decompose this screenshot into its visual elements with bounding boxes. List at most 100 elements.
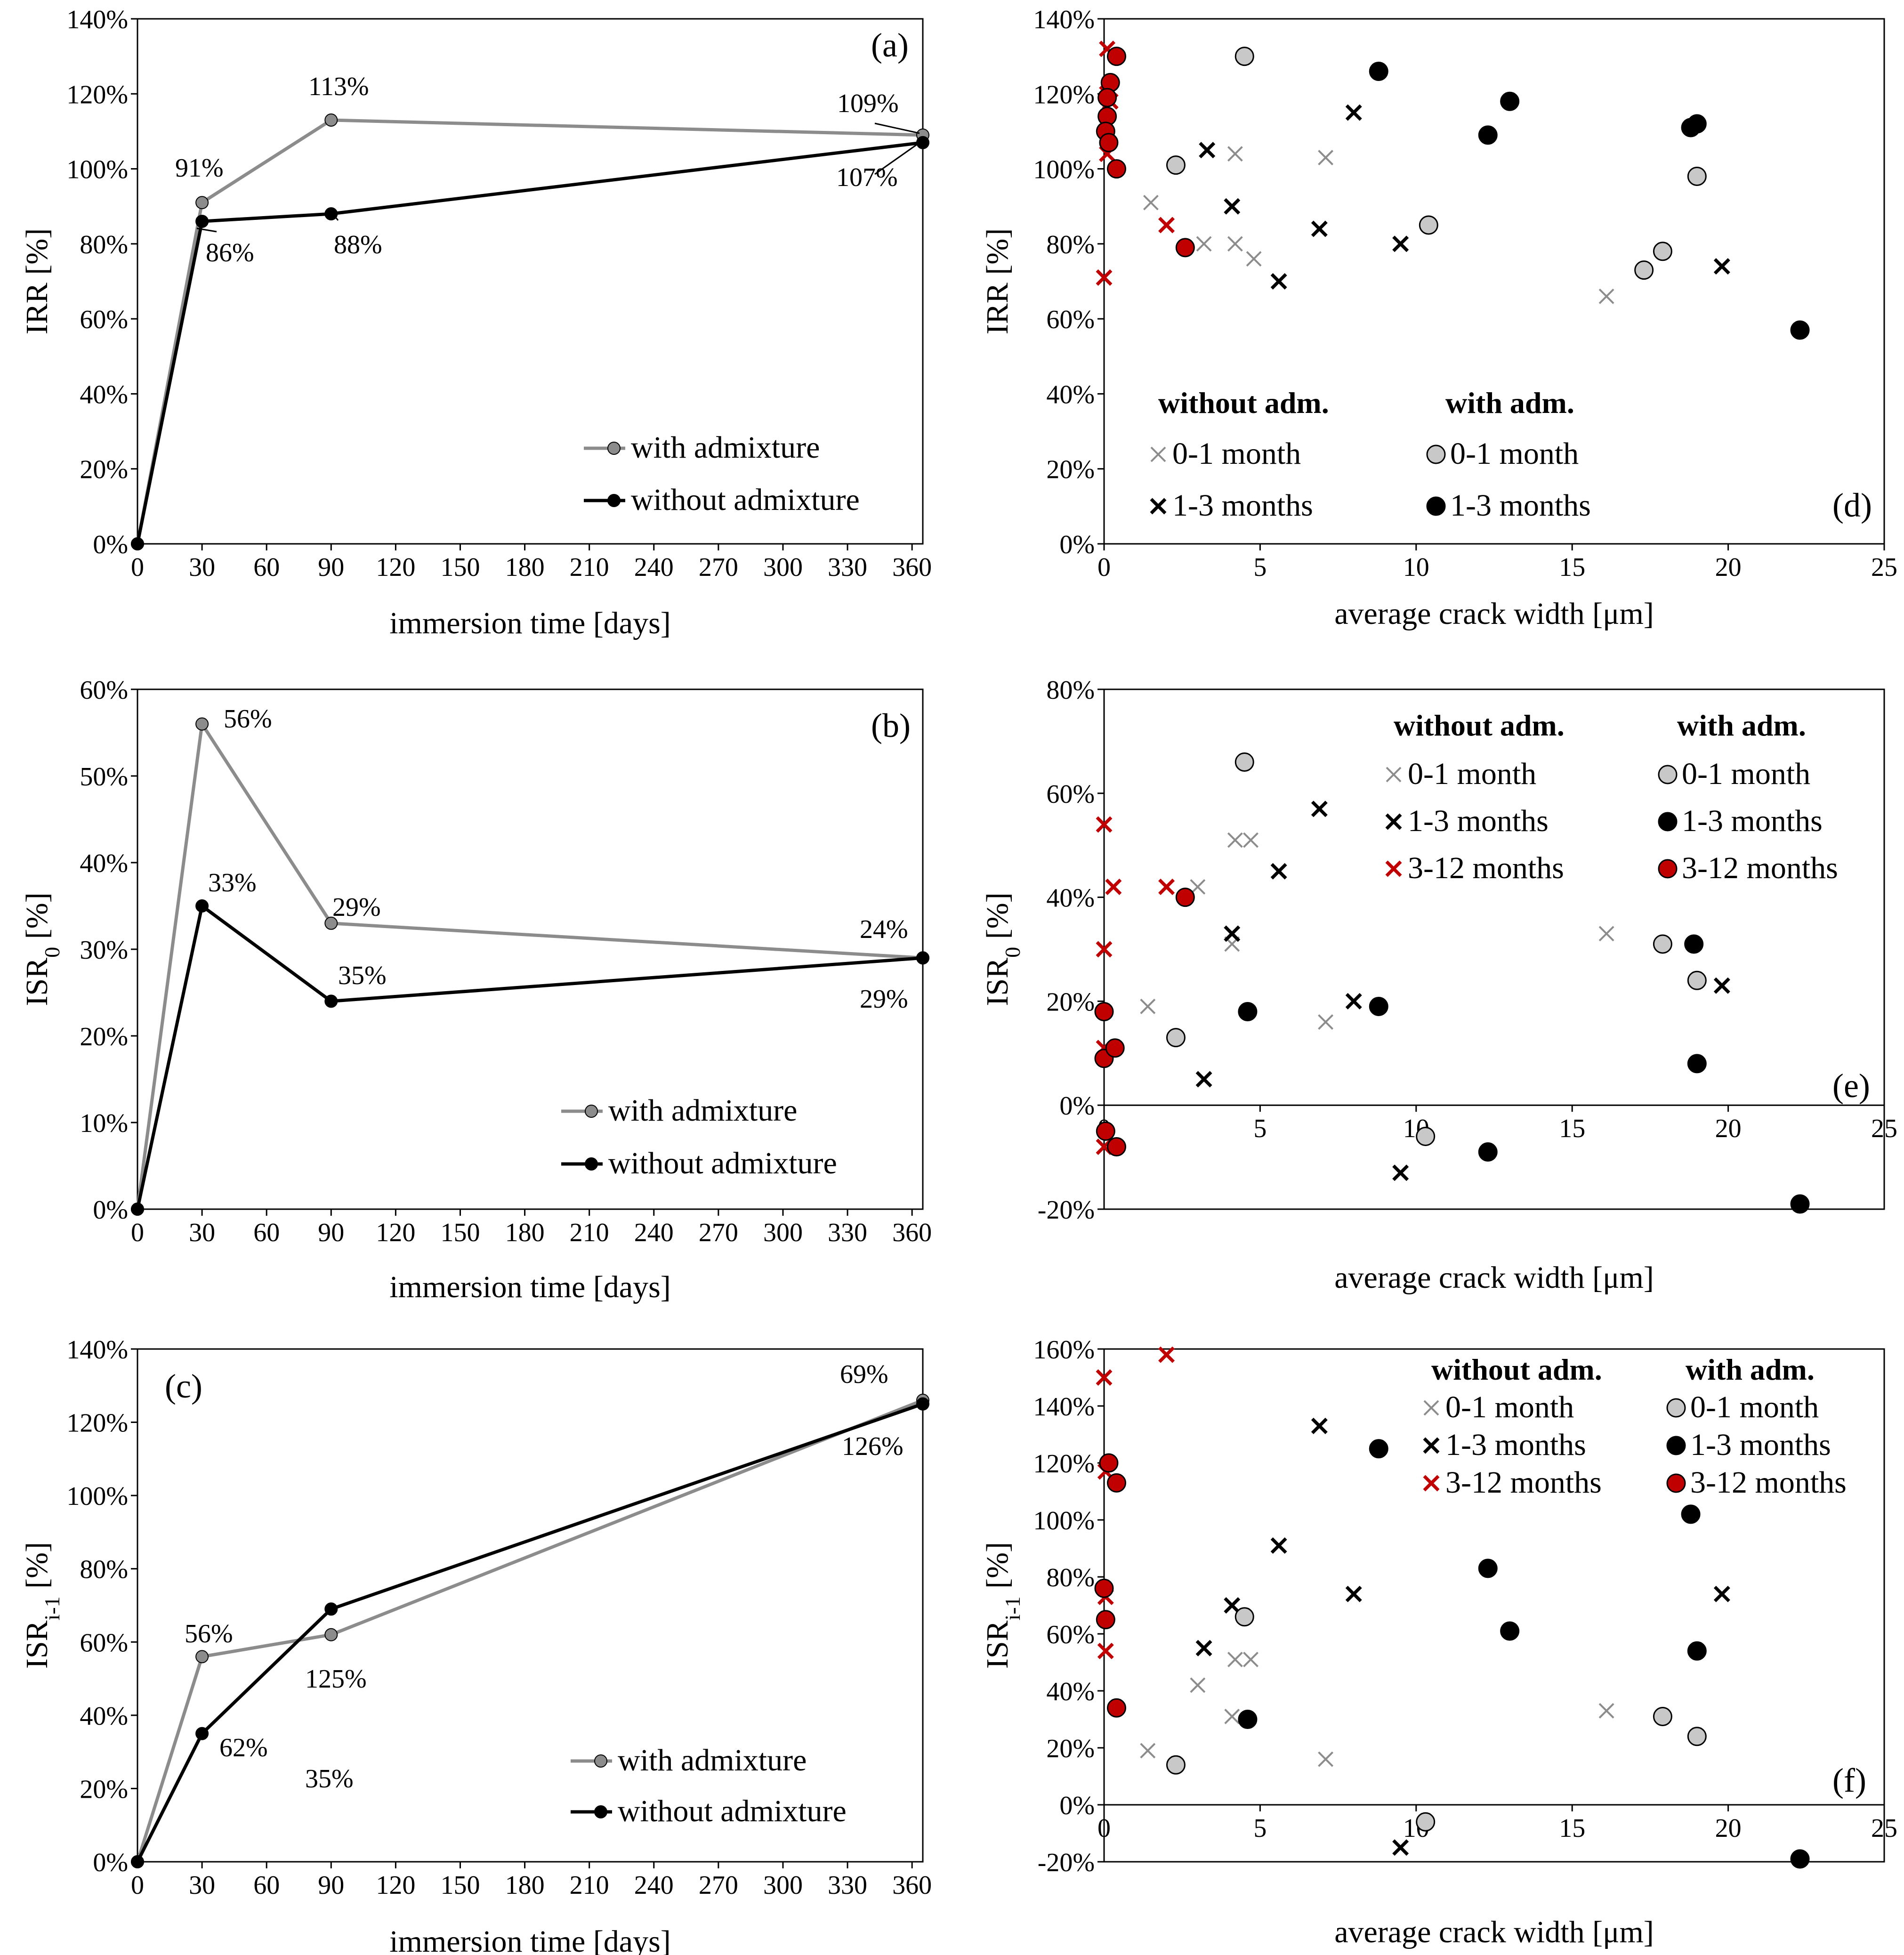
scatter-point	[1687, 167, 1707, 186]
scatter-point	[1318, 1751, 1334, 1767]
legend-entry: with admixture	[618, 1743, 807, 1777]
legend-entry: without admixture	[608, 1146, 837, 1180]
legend-header: without adm.	[1431, 1353, 1602, 1386]
data-point	[131, 1855, 144, 1868]
legend-entry: 1-3 months	[1172, 488, 1313, 523]
y-tick-label: 120%	[66, 1409, 128, 1438]
y-tick-label: 80%	[1046, 230, 1095, 259]
legend-swatch	[1386, 767, 1402, 783]
y-tick-label: 120%	[1033, 1449, 1095, 1478]
scatter-point	[1096, 1610, 1115, 1630]
y-tick-label: 20%	[80, 455, 128, 485]
scatter-point	[1107, 47, 1127, 66]
x-tick-label: 360	[892, 1218, 932, 1247]
series-line	[136, 719, 923, 1210]
scatter-point	[1096, 1369, 1113, 1386]
y-tick-label: 0%	[93, 1848, 128, 1877]
y-axis-title: ISR0 [%]	[980, 892, 1025, 1006]
x-axis-title: average crack width [μm]	[1334, 597, 1654, 631]
y-tick-label: 60%	[80, 305, 128, 334]
scatter-point	[1238, 1710, 1258, 1729]
y-axis-title: IRR [%]	[980, 228, 1015, 334]
scatter-point	[1234, 1607, 1254, 1627]
scatter-point	[1369, 996, 1388, 1016]
series-line	[136, 1402, 924, 1863]
scatter-point	[1653, 1706, 1672, 1726]
data-label: 69%	[840, 1360, 888, 1389]
data-point	[195, 196, 209, 210]
legend-swatch	[1658, 812, 1678, 832]
x-tick-label: 15	[1559, 1814, 1585, 1843]
y-tick-label: 140%	[66, 1335, 128, 1365]
scatter-point	[1096, 941, 1113, 958]
legend-swatch-marker	[607, 494, 621, 507]
x-tick-label: 15	[1559, 553, 1585, 582]
scatter-point	[1790, 1194, 1810, 1214]
scatter-point	[1318, 1014, 1334, 1030]
y-tick-label: 10%	[80, 1109, 128, 1138]
data-label: 56%	[224, 704, 272, 734]
data-label: 24%	[860, 915, 908, 944]
scatter-point	[1713, 1585, 1730, 1602]
x-tick-label: 360	[892, 553, 932, 582]
data-point	[324, 1628, 338, 1641]
y-tick-label: 60%	[1046, 1620, 1095, 1649]
data-point	[916, 136, 929, 149]
data-label: 125%	[305, 1664, 367, 1694]
scatter-point	[1246, 251, 1262, 267]
scatter-point	[1270, 273, 1287, 290]
scatter-point	[1107, 159, 1127, 179]
x-tick-label: 120	[376, 1871, 415, 1900]
x-tick-label: 120	[376, 553, 415, 582]
legend-swatch-marker	[594, 1754, 607, 1768]
legend-swatch-marker	[607, 442, 621, 455]
scatter-point	[1158, 217, 1175, 234]
x-tick-label: 0	[131, 1871, 144, 1900]
y-tick-label: -20%	[1038, 1848, 1095, 1877]
x-tick-label: 0	[131, 1218, 144, 1247]
y-tick-label: 0%	[93, 1196, 128, 1225]
plot-frame	[137, 18, 924, 545]
x-tick-label: 270	[699, 1871, 738, 1900]
x-tick-label: 240	[634, 553, 674, 582]
legend-header: with adm.	[1677, 709, 1806, 742]
x-tick-label: 90	[318, 1871, 344, 1900]
x-tick-label: 20	[1715, 1114, 1742, 1143]
scatter-point	[1419, 215, 1438, 235]
y-tick-label: 0%	[1059, 530, 1095, 559]
data-point	[916, 1397, 929, 1411]
scatter-point	[1598, 288, 1614, 304]
panel-label: (c)	[165, 1367, 202, 1405]
scatter-point	[1099, 1453, 1119, 1473]
scatter-point	[1166, 1755, 1186, 1775]
scatter-point	[1094, 1578, 1114, 1598]
x-tick-label: 5	[1253, 1814, 1267, 1843]
legend-entry: 1-3 months	[1408, 804, 1549, 838]
scatter-point	[1238, 1002, 1258, 1021]
y-tick-label: 40%	[1046, 884, 1095, 913]
scatter-point	[1790, 1849, 1810, 1869]
panel-label: (b)	[871, 707, 911, 744]
x-tick-label: 60	[253, 1218, 280, 1247]
y-tick-label: 60%	[80, 676, 128, 705]
legend-entry: 3-12 months	[1682, 851, 1838, 885]
data-label: 62%	[219, 1733, 268, 1762]
x-tick-label: 270	[699, 553, 738, 582]
y-tick-label: 50%	[80, 762, 128, 792]
scatter-point	[1140, 999, 1156, 1014]
x-axis-title: average crack width [μm]	[1334, 1915, 1654, 1949]
leader-line	[874, 142, 920, 175]
x-axis-title: immersion time [days]	[389, 1270, 671, 1304]
x-tick-label: 120	[376, 1218, 415, 1247]
x-tick-label: 180	[505, 1871, 545, 1900]
scatter-point	[1270, 863, 1287, 880]
y-tick-label: 100%	[66, 155, 128, 185]
scatter-point	[1096, 269, 1113, 286]
x-tick-label: 5	[1253, 1114, 1267, 1143]
x-tick-label: 330	[828, 553, 867, 582]
legend-entry: without admixture	[618, 1794, 847, 1828]
scatter-point	[1099, 133, 1119, 153]
legend-entry: 1-3 months	[1682, 804, 1823, 838]
x-tick-label: 150	[440, 1871, 480, 1900]
y-axis-title: IRR [%]	[20, 228, 54, 334]
